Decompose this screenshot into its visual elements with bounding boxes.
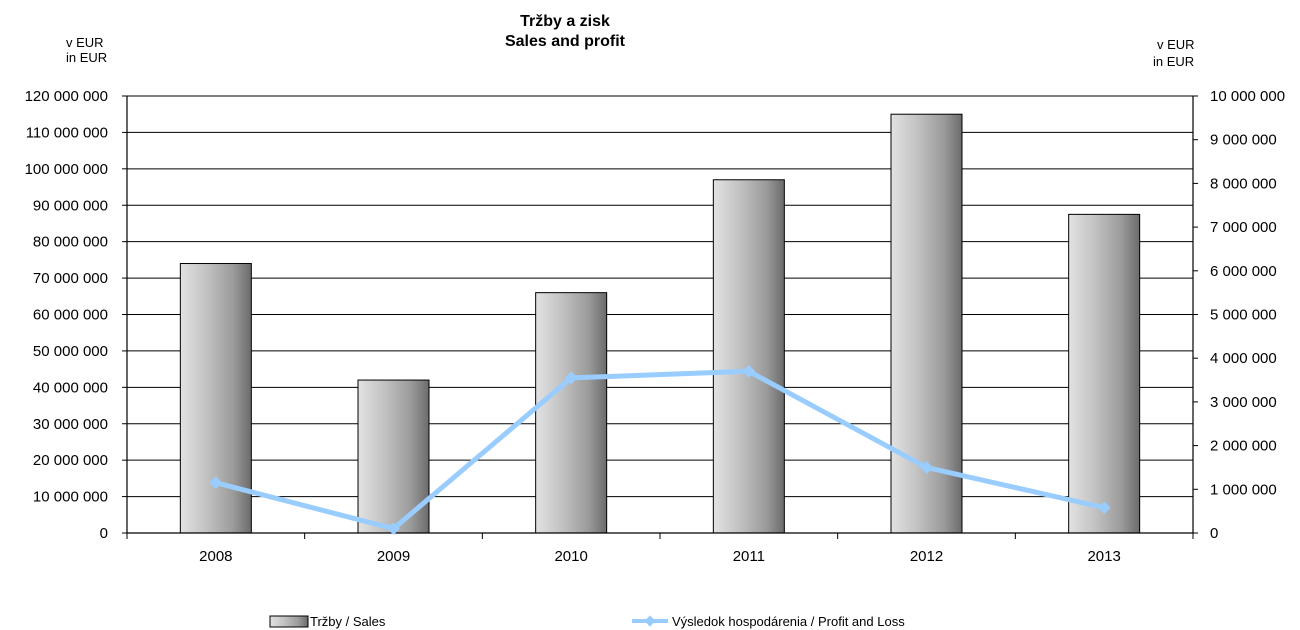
- x-category-label: 2009: [377, 548, 410, 565]
- profit-series-line: [213, 368, 1107, 532]
- x-category-label: 2010: [554, 548, 587, 565]
- left-tick-label: 30 000 000: [33, 416, 108, 433]
- right-axis-ticks: 0 1 000 000 2 000 000 3 000 000 4 000 000 5 0…: [1193, 88, 1285, 542]
- sales-bar-2008: [179, 263, 252, 534]
- left-unit-line-2: in EUR: [66, 50, 107, 65]
- sales-bar-2013: [1068, 213, 1141, 534]
- right-tick-label: 4 000 000: [1210, 350, 1277, 367]
- left-axis-ticks: 0 10 000 000 20 000 000 30 000 000 40 000 00…: [25, 88, 127, 542]
- right-tick-label: 6 000 000: [1210, 263, 1277, 280]
- right-tick-label: 3 000 000: [1210, 394, 1277, 411]
- chart-title: Tržby a zisk: [520, 13, 610, 30]
- legend-sales-label: Tržby / Sales: [310, 614, 386, 629]
- left-tick-label: 60 000 000: [33, 307, 108, 324]
- sales-bars: [179, 113, 1141, 534]
- right-tick-label: 9 000 000: [1210, 132, 1277, 149]
- left-tick-label: 120 000 000: [25, 88, 108, 105]
- right-tick-label: 2 000 000: [1210, 438, 1277, 455]
- legend: Tržby / Sales Výsledok hospodárenia / Pr…: [269, 614, 905, 629]
- left-tick-label: 0: [100, 525, 108, 542]
- sales-bar-2010: [535, 292, 608, 534]
- left-tick-label: 110 000 000: [26, 124, 108, 141]
- left-tick-label: 90 000 000: [33, 197, 108, 214]
- right-unit-line-1: v EUR: [1157, 37, 1195, 52]
- right-tick-label: 0: [1210, 525, 1218, 542]
- profit-line: [209, 364, 1111, 535]
- legend-sales-swatch: [269, 615, 309, 628]
- right-tick-label: 5 000 000: [1210, 307, 1277, 324]
- right-tick-label: 1 000 000: [1210, 481, 1277, 498]
- x-category-label: 2011: [733, 548, 765, 565]
- left-tick-label: 80 000 000: [33, 234, 108, 251]
- chart-subtitle: Sales and profit: [505, 33, 626, 50]
- x-category-label: 2013: [1087, 548, 1120, 565]
- left-unit-line-1: v EUR: [66, 35, 104, 50]
- right-tick-label: 8 000 000: [1210, 175, 1277, 192]
- left-tick-label: 10 000 000: [33, 489, 108, 506]
- left-tick-label: 50 000 000: [33, 343, 108, 360]
- axes: [126, 96, 1194, 539]
- sales-bar-2011: [712, 179, 785, 534]
- right-unit-line-2: in EUR: [1153, 54, 1194, 69]
- left-tick-label: 70 000 000: [33, 270, 108, 287]
- left-tick-label: 20 000 000: [33, 452, 108, 469]
- profit-point-2008: [209, 476, 223, 490]
- category-labels: 2008 2009 2010 2011 2012 2013: [199, 548, 1121, 565]
- right-tick-label: 7 000 000: [1210, 219, 1277, 236]
- left-tick-label: 100 000 000: [25, 161, 108, 178]
- left-tick-label: 40 000 000: [33, 379, 108, 396]
- right-tick-label: 10 000 000: [1210, 88, 1285, 105]
- legend-profit-label: Výsledok hospodárenia / Profit and Loss: [672, 614, 905, 629]
- legend-profit-marker: [644, 615, 656, 627]
- gridlines: [127, 95, 1193, 498]
- x-category-label: 2012: [910, 548, 943, 565]
- x-category-label: 2008: [199, 548, 232, 565]
